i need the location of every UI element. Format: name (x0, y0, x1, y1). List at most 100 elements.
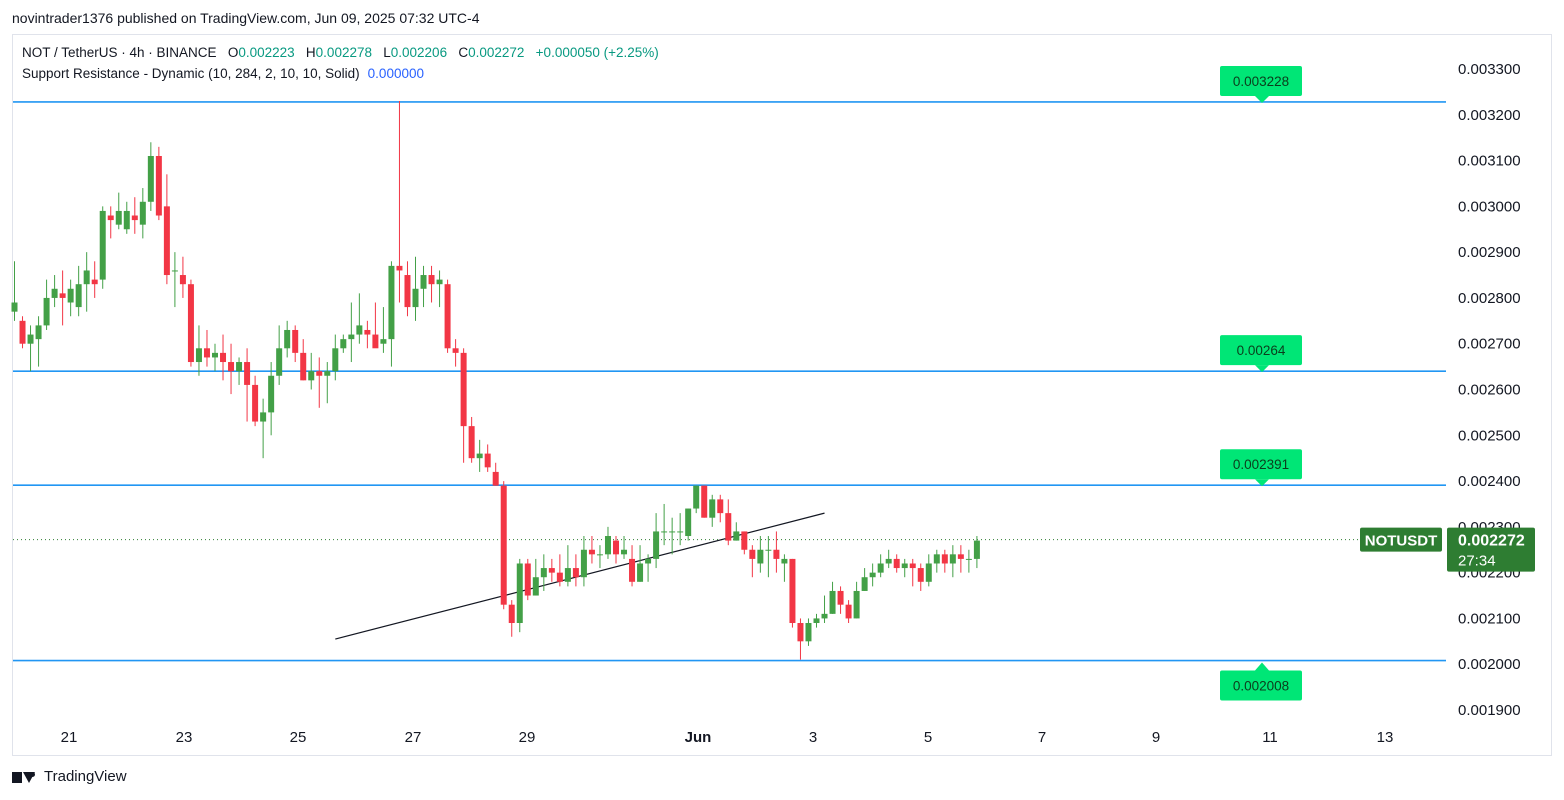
candle-body (516, 563, 523, 624)
candle-body (404, 275, 411, 308)
candle-body (524, 563, 531, 596)
candle-body (813, 618, 820, 624)
level-label-pointer (1255, 365, 1269, 373)
candle-body (372, 334, 379, 349)
candle-body (236, 362, 243, 372)
candle-body (123, 210, 130, 230)
candle-body (460, 352, 467, 427)
high-label: H (305, 45, 316, 60)
tradingview-logo-icon (12, 770, 38, 784)
level-label-box (1220, 449, 1302, 480)
candle-body (364, 329, 371, 335)
price-axis-tick: 0.002500 (1458, 427, 1521, 444)
time-axis-tick: 3 (809, 729, 817, 746)
footer-brand[interactable]: TradingView (12, 768, 127, 785)
price-axis-tick: 0.003100 (1458, 153, 1521, 170)
candle-body (356, 325, 363, 335)
candle-body (805, 623, 812, 642)
symbol-name[interactable]: NOT / TetherUS · 4h · BINANCE (22, 45, 217, 60)
candle-body (588, 549, 595, 555)
candle-body (661, 531, 668, 533)
candle-body (580, 549, 587, 578)
candle-body (220, 352, 227, 363)
trendline[interactable] (335, 512, 825, 640)
candle-body (917, 568, 924, 582)
candle-body (476, 453, 483, 459)
price-axis-tick: 0.002800 (1458, 290, 1521, 307)
price-tag-box (1447, 527, 1535, 572)
candle-body (163, 206, 170, 276)
price-tag-countdown: 27:34 (1458, 553, 1496, 570)
candle-body (452, 348, 459, 353)
candle-body (187, 284, 194, 363)
candle-body (765, 549, 772, 551)
symbol-tag-text: NOTUSDT (1365, 533, 1438, 550)
price-axis-tick: 0.001900 (1458, 702, 1521, 719)
price-axis-tick: 0.002700 (1458, 336, 1521, 353)
candle-body (484, 453, 491, 468)
price-tag-value: 0.002272 (1458, 533, 1525, 550)
candle-body (933, 554, 940, 564)
candle-body (260, 412, 267, 422)
price-axis-tick: 0.002600 (1458, 382, 1521, 399)
candle-body (51, 288, 58, 298)
level-label-box (1220, 335, 1302, 366)
candle-body (99, 210, 106, 280)
level-label-text: 0.00264 (1237, 343, 1286, 358)
open-value: 0.002223 (238, 45, 295, 60)
candle-body (203, 348, 210, 358)
level-label-text: 0.002008 (1233, 679, 1289, 694)
candle-body (35, 325, 42, 340)
candle-body (861, 577, 868, 591)
time-axis-tick: 9 (1152, 729, 1160, 746)
candle-body (284, 329, 291, 349)
candle-body (388, 265, 395, 340)
candle-body (468, 426, 475, 459)
candle-body (893, 558, 900, 569)
candle-body (540, 568, 547, 578)
level-label-pointer (1255, 95, 1269, 103)
candle-body (829, 590, 836, 614)
price-axis-tick: 0.003000 (1458, 198, 1521, 215)
candle-body (195, 348, 202, 363)
candle-body (877, 563, 884, 573)
publisher-line: novintrader1376 published on TradingView… (12, 10, 480, 26)
candle-body (637, 563, 644, 582)
candle-body (677, 531, 684, 533)
indicator-legend[interactable]: Support Resistance - Dynamic (10, 284, 2… (22, 66, 424, 81)
level-label-pointer (1255, 479, 1269, 487)
candle-body (853, 590, 860, 619)
low-value: 0.002206 (390, 45, 448, 60)
candle-body (653, 531, 660, 559)
candle-body (348, 334, 355, 340)
candle-body (532, 577, 539, 596)
candle-body (139, 201, 146, 225)
candle-body (645, 558, 652, 564)
close-value: 0.002272 (468, 45, 525, 60)
candle-body (492, 471, 499, 486)
candle-body (869, 572, 876, 578)
candle-body (19, 320, 26, 344)
candle-body (67, 288, 74, 303)
candle-body (508, 604, 515, 624)
candle-body (444, 284, 451, 349)
time-axis-tick: 21 (61, 729, 78, 746)
candle-body (252, 384, 259, 422)
candle-body (11, 302, 18, 312)
indicator-name[interactable]: Support Resistance - Dynamic (10, 284, 2… (22, 66, 360, 81)
price-axis-tick: 0.002400 (1458, 473, 1521, 490)
time-axis-tick: 7 (1038, 729, 1046, 746)
level-label-pointer (1255, 662, 1269, 671)
price-axis-tick: 0.003300 (1458, 61, 1521, 78)
level-label-box (1220, 670, 1302, 701)
time-axis-tick: Jun (685, 729, 712, 746)
candle-body (885, 558, 892, 564)
candle-body (292, 329, 299, 353)
candle-body (797, 623, 804, 642)
indicator-value: 0.000000 (367, 66, 424, 81)
candle-body (91, 279, 98, 285)
candle-body (340, 339, 347, 349)
candle-body (757, 549, 764, 564)
candle-body (268, 375, 275, 413)
